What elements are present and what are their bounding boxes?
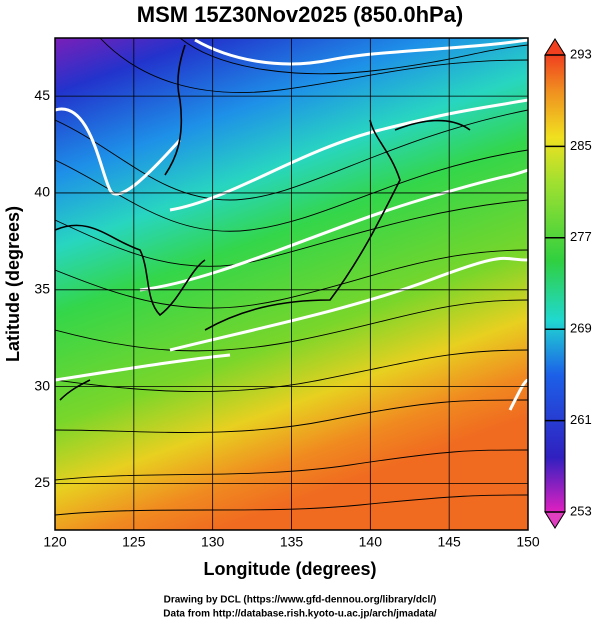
x-tick-label: 140 <box>359 534 383 550</box>
coastlines <box>55 44 471 401</box>
x-tick-label: 150 <box>516 534 540 550</box>
y-tick-label: 35 <box>34 281 50 297</box>
x-tick-label: 135 <box>280 534 304 550</box>
footer-line: Data from http://database.rish.kyoto-u.a… <box>163 609 437 620</box>
streamlines <box>55 38 528 516</box>
colorbar-min-arrow <box>544 511 566 529</box>
colorbar-tick-label: 261 <box>570 412 592 427</box>
colorbar-max-arrow <box>544 38 566 56</box>
y-tick-label: 30 <box>34 377 50 393</box>
y-tick-label: 25 <box>34 474 50 490</box>
x-tick-label: 130 <box>201 534 225 550</box>
x-tick-label: 125 <box>122 534 146 550</box>
colorbar-tick-label: 285 <box>570 138 592 153</box>
colorbar-tick-label: 253 <box>570 503 592 518</box>
contours <box>55 38 528 411</box>
y-tick-label: 40 <box>34 184 50 200</box>
x-tick-label: 120 <box>43 534 67 550</box>
colorbar-tick-label: 269 <box>570 321 592 336</box>
x-axis-label: Longitude (degrees) <box>203 559 376 579</box>
title: MSM 15Z30Nov2025 (850.0hPa) <box>137 2 464 27</box>
plot-frame <box>54 37 529 531</box>
y-axis-label: Latitude (degrees) <box>3 206 23 362</box>
footer-line: Drawing by DCL (https://www.gfd-dennou.o… <box>164 595 437 606</box>
y-tick-label: 45 <box>34 87 50 103</box>
colorbar-tick-label: 277 <box>570 229 592 244</box>
x-tick-label: 145 <box>437 534 461 550</box>
colorbar <box>544 54 566 513</box>
colorbar-tick-label: 293 <box>570 46 592 61</box>
